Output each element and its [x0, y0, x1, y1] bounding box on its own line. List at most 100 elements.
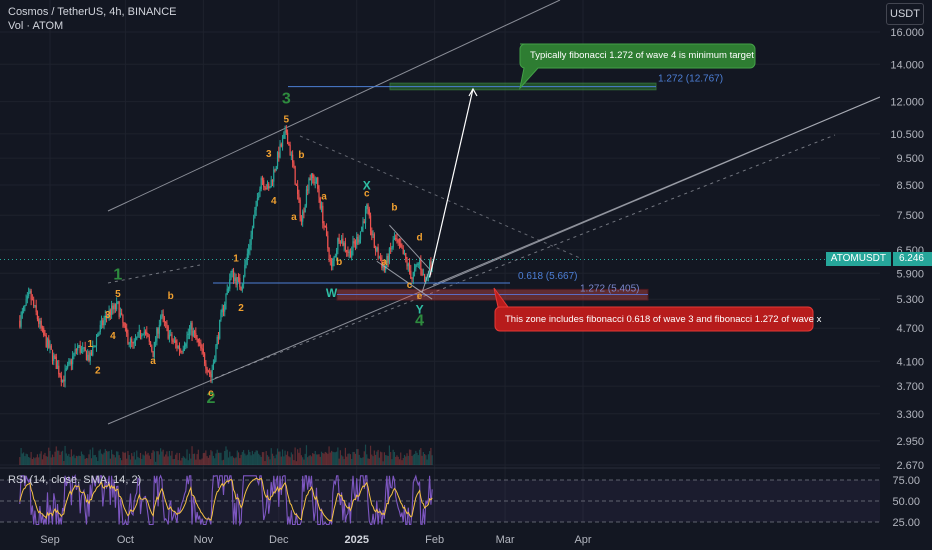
- candle-body: [376, 247, 378, 251]
- time-axis: Sep Oct Nov Dec 2025 Feb Mar Apr: [40, 534, 592, 546]
- candle-body: [245, 260, 247, 265]
- candle-body: [231, 270, 233, 272]
- volume-bar: [182, 456, 184, 465]
- volume-bar: [312, 453, 314, 465]
- volume-bar: [225, 446, 227, 465]
- candle-body: [273, 169, 275, 182]
- volume-bar: [299, 447, 301, 465]
- time-tick-label: Dec: [269, 534, 289, 546]
- candle-body: [54, 355, 56, 357]
- candle-body: [39, 320, 41, 324]
- projection-arrow: [429, 88, 474, 278]
- volume-bar: [253, 454, 255, 465]
- volume-bar: [219, 452, 221, 465]
- candle-body: [134, 339, 137, 341]
- last-price-tag: ATOMUSDT 6.246: [825, 252, 932, 266]
- candle-body: [373, 234, 375, 248]
- candle-body: [294, 166, 296, 185]
- candle-body: [312, 173, 314, 179]
- candle-body: [278, 152, 280, 158]
- volume-bar: [244, 453, 246, 465]
- volume-bar: [100, 453, 103, 465]
- volume-bar: [229, 451, 231, 465]
- candle-body: [299, 199, 301, 219]
- candle-body: [180, 350, 182, 352]
- volume-bar: [344, 447, 347, 465]
- candle-body: [288, 144, 290, 146]
- candle-body: [395, 238, 397, 240]
- candle-body: [371, 230, 373, 236]
- candle-body: [372, 234, 374, 236]
- candle-body: [412, 272, 414, 279]
- candle-body: [188, 329, 191, 334]
- volume-bar: [302, 457, 304, 465]
- volume-legend: Vol · ATOM: [8, 20, 64, 32]
- volume-bar: [25, 453, 27, 465]
- volume-bar: [405, 456, 407, 465]
- volume-bar: [368, 458, 370, 465]
- price-axis: 16.000 14.000 12.000 10.500 9.500 8.500 7.500 6…: [880, 0, 932, 550]
- candle-body: [144, 331, 147, 333]
- candle-body: [113, 304, 115, 310]
- volume-bar: [387, 455, 389, 465]
- candle-body: [408, 263, 411, 271]
- volume-bar: [427, 454, 429, 465]
- candle-body: [201, 348, 203, 350]
- volume-bar: [255, 450, 257, 465]
- volume-bar: [417, 455, 419, 465]
- volume-bar: [29, 457, 31, 465]
- volume-bar: [222, 459, 225, 465]
- candle-body: [347, 251, 349, 253]
- price-tick-label: 5.300: [896, 294, 924, 306]
- candle-body: [90, 352, 93, 356]
- volume-bar: [361, 458, 363, 465]
- wave-label: c: [364, 189, 370, 200]
- candle-body: [315, 177, 318, 183]
- candle-body: [226, 288, 228, 295]
- price-tick-label: 2.950: [896, 436, 924, 448]
- candle-body: [297, 185, 299, 195]
- volume-bar: [422, 452, 424, 465]
- volume-bar: [270, 448, 272, 465]
- time-tick-label: Nov: [194, 534, 214, 546]
- candle-body: [210, 373, 212, 378]
- candle-body: [383, 265, 385, 270]
- candle-body: [354, 243, 357, 245]
- candle-body: [143, 331, 145, 334]
- wave-label: b: [168, 291, 174, 302]
- candle-body: [283, 134, 285, 139]
- currency-button[interactable]: USDT: [886, 3, 924, 25]
- rsi-tick-label: 75.00: [892, 475, 920, 487]
- candle-body: [353, 241, 355, 244]
- candle-body: [185, 343, 187, 347]
- candle-body: [427, 276, 429, 278]
- candle-body: [366, 204, 368, 210]
- volume-bar: [236, 450, 238, 465]
- volume-bar: [341, 455, 343, 465]
- wave-label: b: [391, 202, 397, 213]
- volume-bar: [201, 458, 203, 465]
- volume-bar: [133, 452, 135, 465]
- candle-body: [176, 342, 178, 348]
- fib-label: 1.272 (5.405): [580, 283, 640, 294]
- volume-bar: [334, 452, 336, 465]
- candle-body: [295, 184, 297, 186]
- candle-body: [88, 354, 90, 361]
- price-tick-label: 2.670: [896, 460, 924, 472]
- volume-bar: [181, 457, 183, 465]
- volume-bar: [180, 460, 182, 465]
- candle-body: [19, 320, 21, 327]
- volume-bar: [258, 453, 260, 465]
- volume-bar: [77, 456, 79, 465]
- candle-body: [363, 221, 365, 224]
- candle-body: [219, 320, 221, 339]
- volume-bar: [39, 453, 41, 465]
- candle-body: [133, 340, 135, 344]
- candle-body: [114, 304, 116, 310]
- candle-body: [271, 179, 274, 182]
- price-tick-label: 10.500: [890, 129, 924, 141]
- volume-bar: [147, 452, 149, 465]
- volume-bar: [196, 454, 198, 465]
- candle-body: [95, 336, 98, 346]
